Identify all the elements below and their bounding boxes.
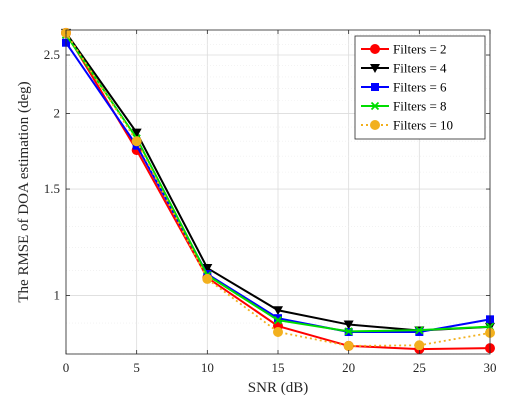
data-point	[344, 327, 353, 336]
axis-ticks: 0 5 10 15 20 25 30 1 1.5 2 2.5	[44, 30, 497, 375]
x-tick-label: 5	[133, 360, 140, 375]
legend-marker	[371, 83, 379, 91]
legend-label: Filters = 2	[393, 42, 447, 57]
legend-item[interactable]: Filters = 6	[361, 80, 447, 95]
legend-label: Filters = 8	[393, 99, 447, 114]
x-tick-label: 25	[413, 360, 426, 375]
data-point	[415, 327, 424, 336]
data-point	[343, 320, 354, 330]
y-tick-label: 2	[54, 106, 61, 121]
x-axis-label: SNR (dB)	[248, 380, 308, 396]
legend-marker	[370, 101, 380, 111]
data-point	[202, 273, 213, 284]
legend-item[interactable]: Filters = 10	[361, 118, 453, 133]
data-point	[273, 316, 283, 325]
data-point	[414, 340, 425, 351]
data-point	[131, 128, 142, 138]
x-tick-label: 10	[201, 360, 214, 375]
y-tick-label: 1.5	[44, 181, 60, 196]
data-point	[273, 306, 283, 316]
data-point	[343, 340, 354, 351]
x-tick-label: 30	[484, 360, 497, 375]
x-tick-label: 20	[342, 360, 355, 375]
data-point	[202, 264, 213, 274]
data-point	[415, 326, 424, 335]
legend-label: Filters = 6	[393, 80, 447, 95]
x-tick-label: 15	[272, 360, 285, 375]
legend-item[interactable]: Filters = 2	[361, 42, 447, 57]
legend-marker	[370, 120, 380, 130]
legend-item[interactable]: Filters = 4	[361, 61, 447, 76]
legend-label: Filters = 4	[393, 61, 447, 76]
legend-marker	[370, 44, 380, 54]
legend[interactable]: Filters = 2 Filters = 4 Filters = 6 Filters…	[354, 35, 486, 140]
y-axis-label: The RMSE of DOA estimation (deg)	[16, 81, 32, 302]
y-tick-label: 1	[54, 287, 61, 302]
x-tick-label: 0	[63, 360, 70, 375]
data-point	[274, 314, 282, 323]
data-point	[273, 326, 283, 337]
series-layer	[61, 27, 495, 355]
legend-item[interactable]: Filters = 8	[361, 99, 447, 114]
legend-label: Filters = 10	[393, 118, 453, 133]
data-point	[131, 136, 142, 147]
y-tick-label: 2.5	[44, 47, 60, 62]
legend-marker	[370, 64, 380, 73]
